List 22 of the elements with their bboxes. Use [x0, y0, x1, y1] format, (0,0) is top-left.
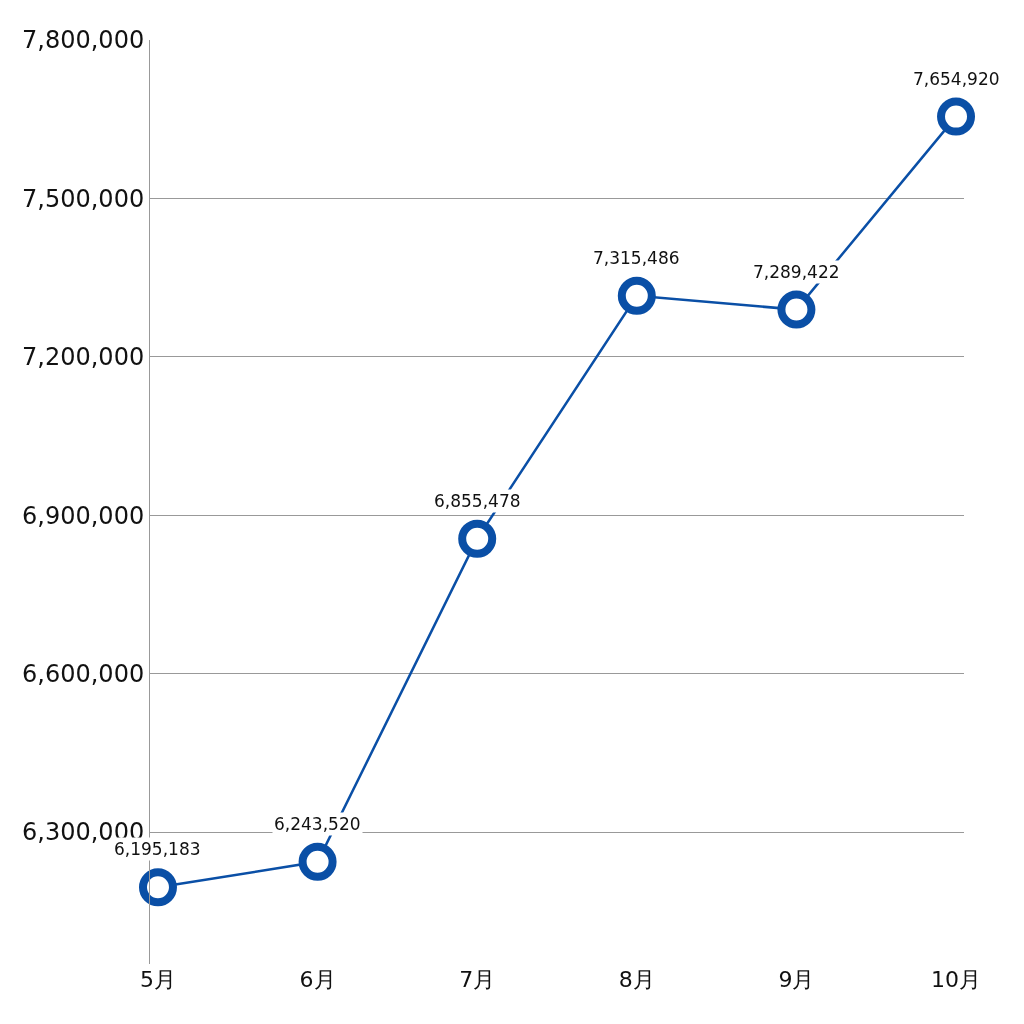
point — [298, 842, 337, 881]
point — [777, 290, 816, 329]
point — [617, 276, 656, 315]
y-tick-label: 6,600,000 — [22, 660, 145, 688]
x-tick-label: 9月 — [778, 967, 815, 992]
y-tick-label: 7,200,000 — [22, 343, 145, 372]
data-label: 6,855,478 — [434, 491, 521, 511]
x-tick-label: 5月 — [139, 967, 176, 992]
data-label: 7,289,422 — [753, 262, 840, 282]
y-tick-label: 7,800,000 — [22, 26, 145, 55]
data-label: 7,654,920 — [913, 69, 1000, 89]
x-tick-label: 8月 — [618, 967, 655, 992]
point — [458, 519, 497, 558]
x-tick-label: 10月 — [931, 967, 982, 992]
point — [937, 97, 976, 136]
x-tick-label: 6月 — [299, 967, 336, 992]
point — [138, 868, 177, 907]
data-label: 7,315,486 — [593, 248, 680, 268]
x-tick-label: 7月 — [459, 967, 496, 992]
y-tick-label: 6,900,000 — [22, 501, 145, 530]
data-label: 6,243,520 — [274, 814, 361, 834]
y-tick-label: 7,500,000 — [22, 184, 145, 213]
